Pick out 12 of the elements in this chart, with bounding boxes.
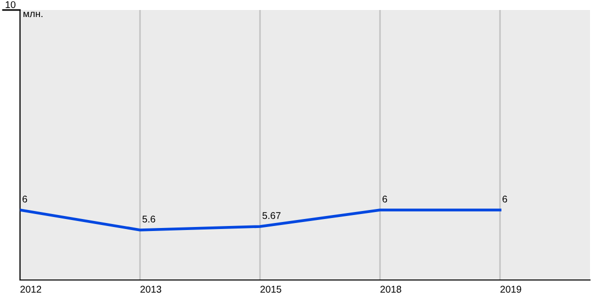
- data-label: 6: [382, 196, 388, 203]
- x-tick-label: 2015: [260, 286, 282, 293]
- x-tick-label: 2012: [20, 286, 42, 293]
- data-label: 5.6: [142, 216, 156, 223]
- x-tick-label: 2018: [380, 286, 402, 293]
- y-axis-title: млн.: [24, 12, 42, 18]
- x-tick-label: 2013: [140, 286, 162, 293]
- data-label: 6: [22, 196, 28, 203]
- text: 10: [6, 1, 16, 8]
- x-tick-label: 2019: [500, 286, 522, 293]
- data-label: 5.67: [262, 212, 281, 220]
- data-label: 6: [502, 196, 508, 203]
